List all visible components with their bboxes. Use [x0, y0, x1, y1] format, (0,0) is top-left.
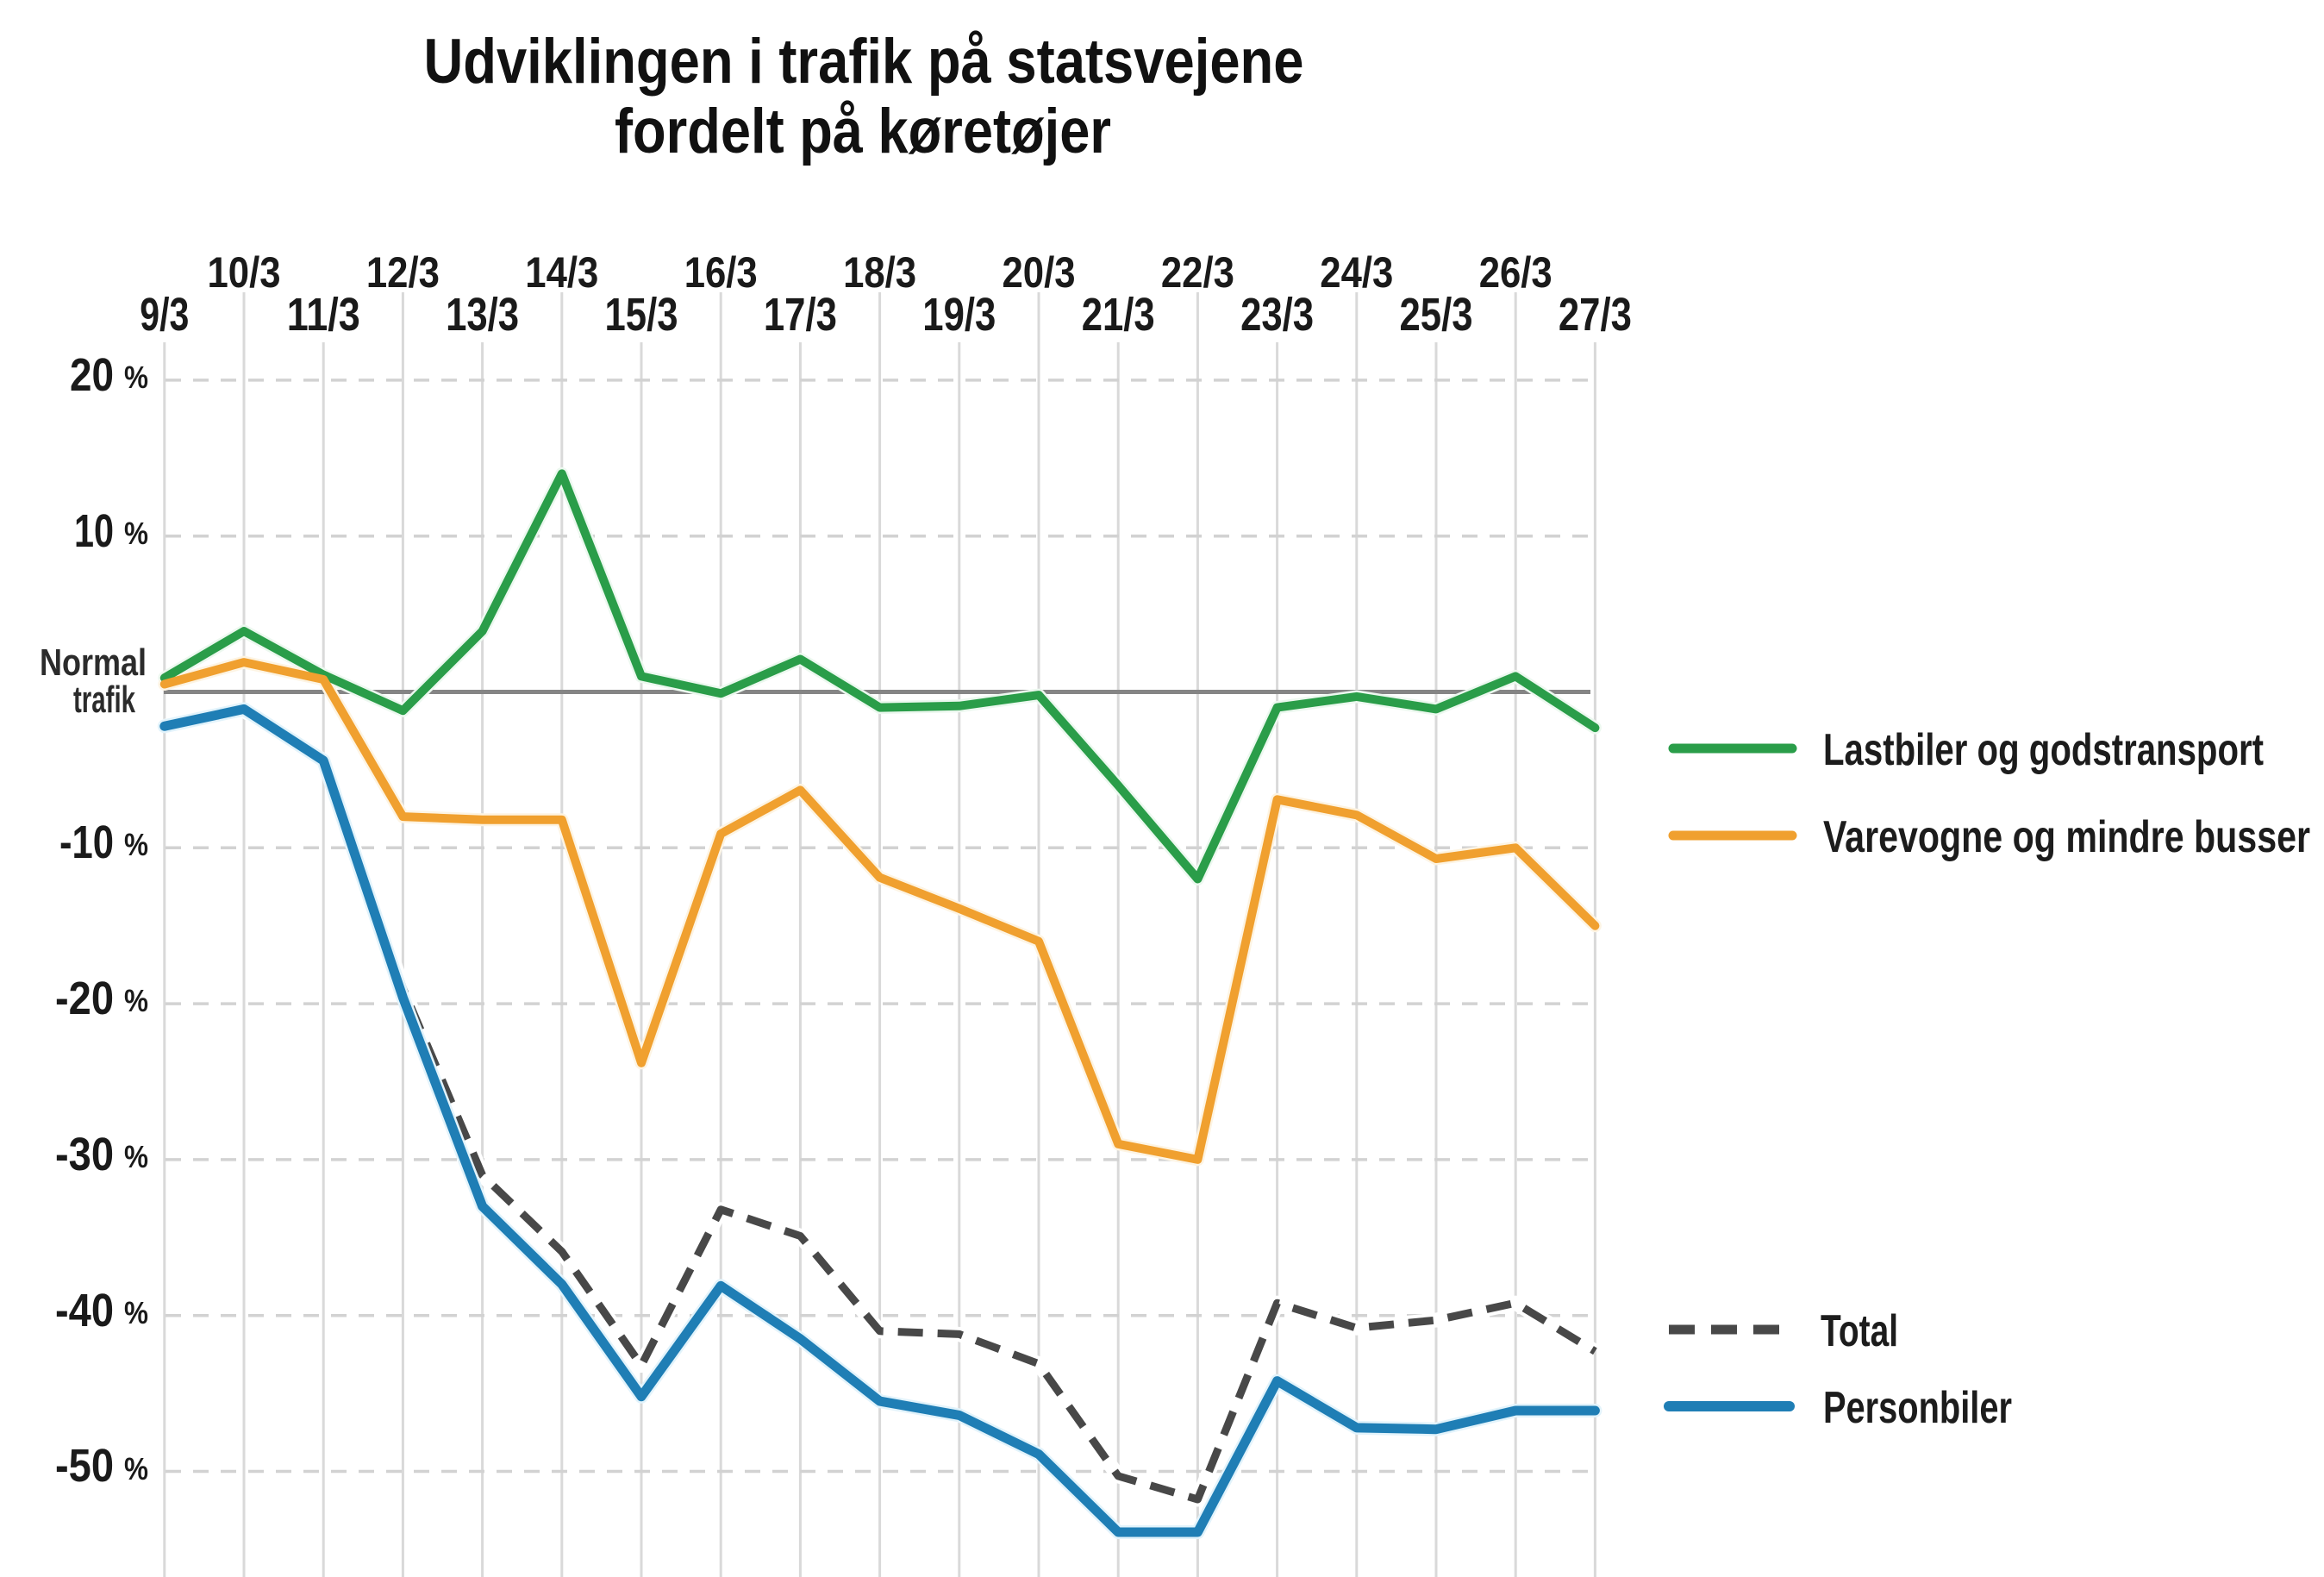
svg-text:%: %: [124, 983, 148, 1018]
svg-text:12/3: 12/3: [366, 248, 440, 297]
svg-text:%: %: [124, 1139, 148, 1174]
svg-text:%: %: [124, 1295, 148, 1330]
svg-text:22/3: 22/3: [1161, 248, 1234, 297]
svg-text:27/3: 27/3: [1559, 289, 1632, 341]
svg-text:trafik: trafik: [73, 679, 135, 721]
svg-text:21/3: 21/3: [1082, 289, 1155, 341]
svg-text:16/3: 16/3: [684, 248, 758, 297]
svg-text:-40: -40: [55, 1285, 114, 1336]
svg-text:15/3: 15/3: [605, 289, 678, 341]
svg-text:Lastbiler og godstransport: Lastbiler og godstransport: [1823, 725, 2264, 775]
svg-text:%: %: [124, 516, 148, 551]
svg-text:20: 20: [70, 349, 114, 401]
svg-text:%: %: [124, 1451, 148, 1486]
svg-text:-50: -50: [55, 1440, 114, 1492]
svg-text:Varevogne og mindre busser: Varevogne og mindre busser: [1823, 812, 2310, 862]
svg-text:17/3: 17/3: [764, 289, 837, 341]
svg-text:-10: -10: [59, 817, 114, 868]
svg-text:26/3: 26/3: [1479, 248, 1552, 297]
svg-text:11/3: 11/3: [287, 289, 360, 341]
svg-text:Udviklingen i trafik på statsv: Udviklingen i trafik på statsvejene: [424, 27, 1304, 97]
svg-text:24/3: 24/3: [1320, 248, 1393, 297]
svg-text:23/3: 23/3: [1240, 289, 1314, 341]
svg-text:18/3: 18/3: [843, 248, 916, 297]
svg-text:Personbiler: Personbiler: [1823, 1383, 2012, 1433]
svg-text:-20: -20: [55, 973, 114, 1024]
svg-text:fordelt på køretøjer: fordelt på køretøjer: [615, 97, 1111, 166]
svg-text:13/3: 13/3: [446, 289, 519, 341]
svg-text:Total: Total: [1821, 1306, 1898, 1356]
svg-text:14/3: 14/3: [525, 248, 598, 297]
svg-text:9/3: 9/3: [140, 289, 189, 341]
svg-text:%: %: [124, 360, 148, 395]
svg-text:25/3: 25/3: [1400, 289, 1473, 341]
svg-text:%: %: [124, 827, 148, 862]
svg-text:19/3: 19/3: [922, 289, 996, 341]
svg-text:Normal: Normal: [40, 641, 147, 684]
svg-text:10/3: 10/3: [208, 248, 281, 297]
svg-text:10: 10: [74, 505, 114, 557]
svg-text:-30: -30: [55, 1129, 114, 1180]
svg-text:20/3: 20/3: [1003, 248, 1076, 297]
